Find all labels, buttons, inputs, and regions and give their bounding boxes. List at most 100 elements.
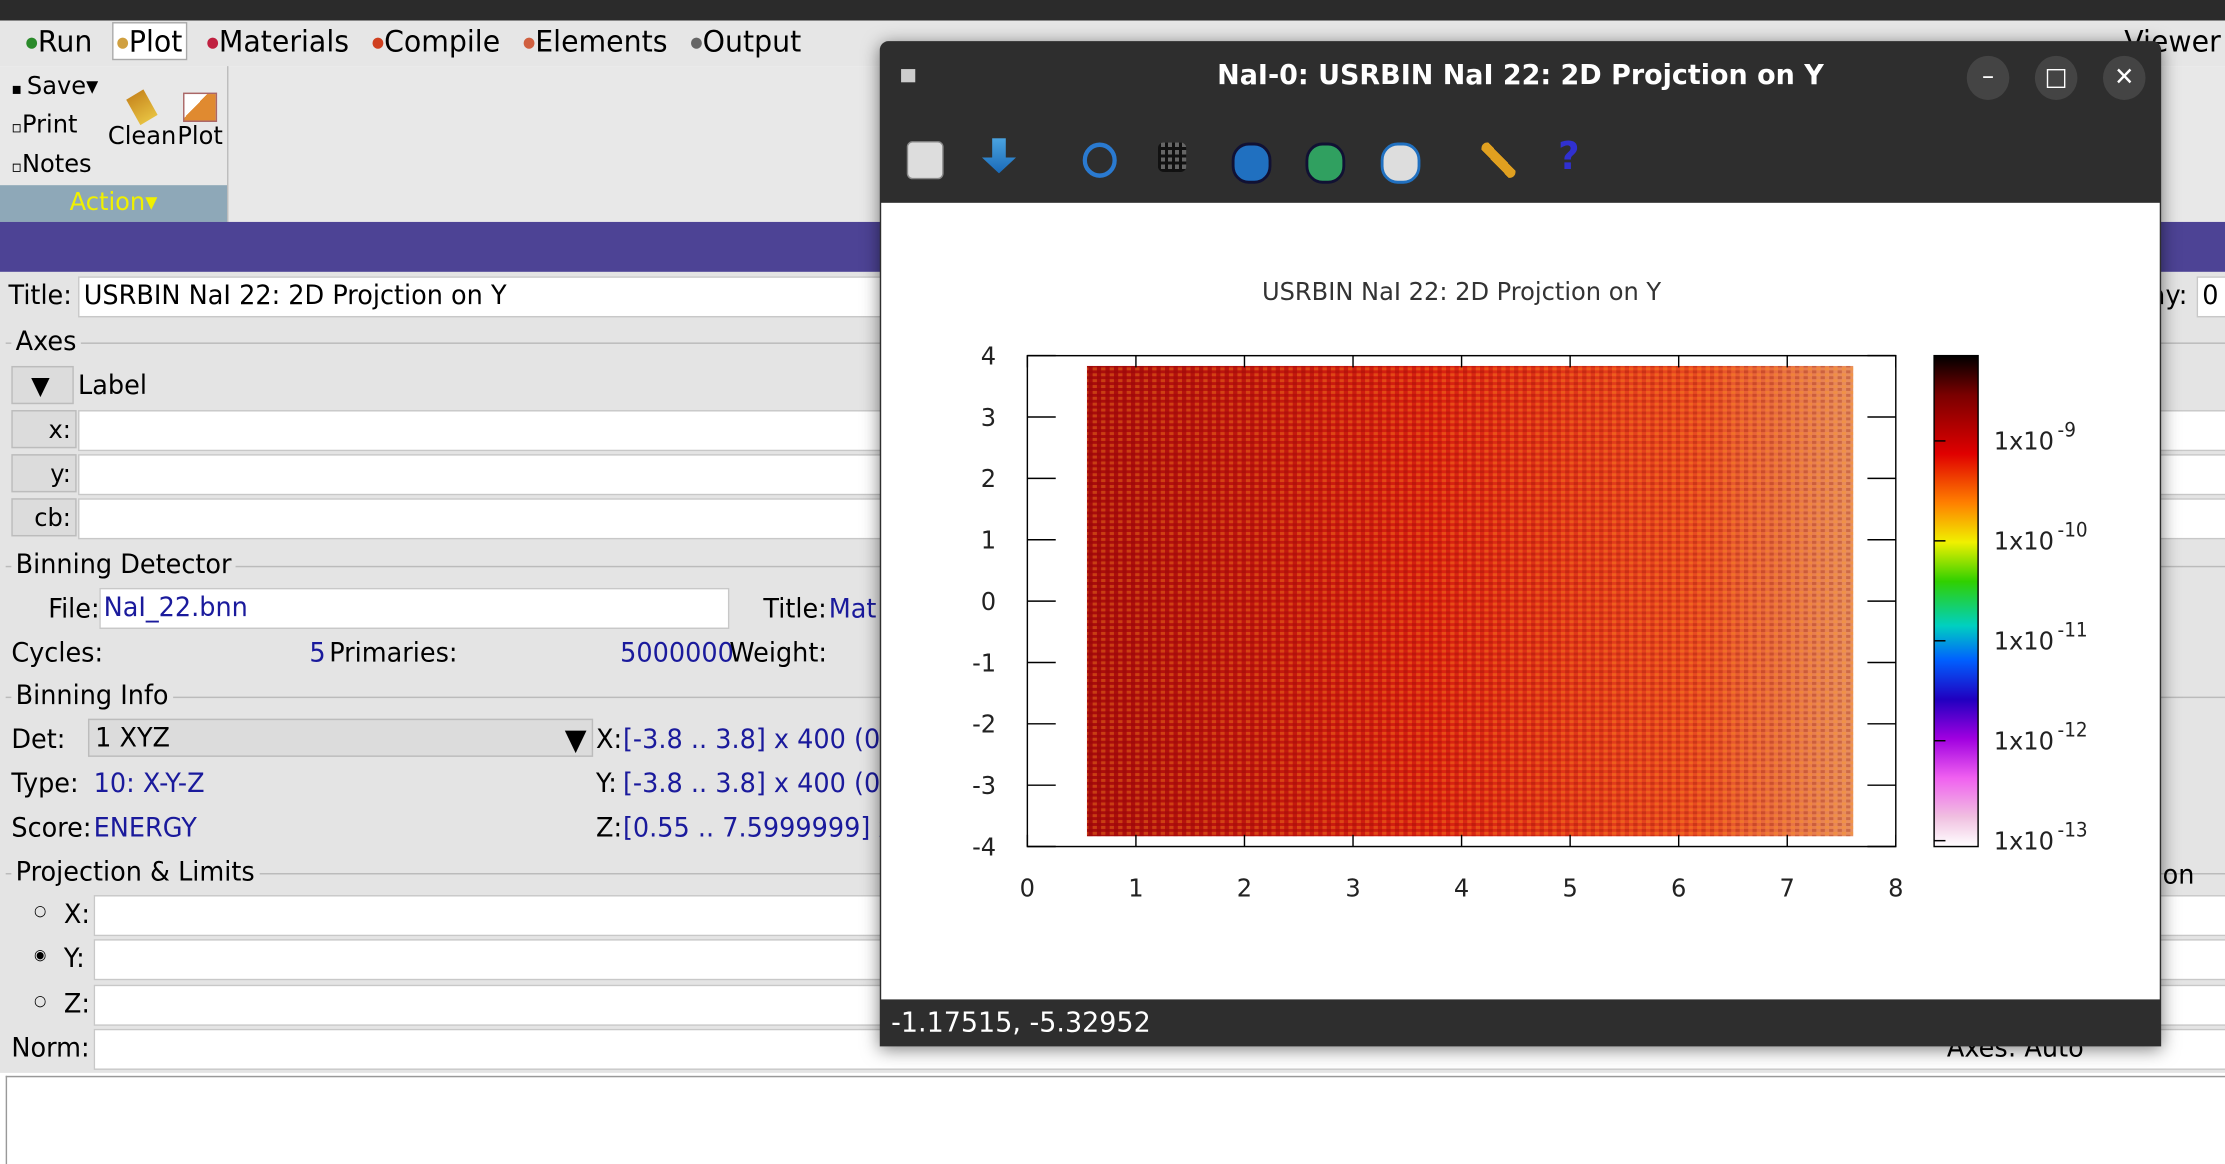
save-label: Save — [26, 72, 87, 102]
notes-area[interactable] — [5, 1075, 2225, 1164]
autoscale-icon[interactable] — [1380, 142, 1421, 184]
det-title-value: Mat — [828, 593, 877, 625]
grid-icon[interactable] — [1157, 142, 1187, 172]
menu-items: ●Run ●Plot ●Materials ●Compile ●Elements ●Out… — [23, 22, 821, 61]
print-label: Print — [21, 110, 78, 140]
plot-button[interactable]: Plot — [177, 92, 223, 152]
zoom-next-icon[interactable] — [1305, 142, 1346, 184]
y-tick-label: -2 — [972, 709, 996, 739]
y-tick-label: 3 — [981, 402, 996, 432]
collapse-toggle[interactable]: ▼ — [11, 365, 74, 405]
radio-z[interactable]: ○ — [34, 993, 47, 1010]
type-value: 10: X-Y-Z — [93, 768, 205, 800]
notes-button[interactable]: ▫Notes — [11, 149, 92, 180]
top-bar — [0, 0, 2225, 21]
plot-label: Plot — [177, 121, 223, 152]
menu-label: Elements — [535, 23, 668, 59]
proj-z-label: Z: — [63, 989, 90, 1020]
x-tick-label: 2 — [1237, 873, 1252, 903]
title-label: Title: — [8, 280, 72, 312]
x-tick-label: 8 — [1888, 873, 1903, 903]
menu-item[interactable]: ●Run — [23, 24, 96, 59]
plot-title: USRBIN NaI 22: 2D Projction on Y — [1262, 276, 1662, 306]
dropdown-arrow[interactable]: ▼ — [564, 721, 587, 757]
y-tick-label: 0 — [981, 587, 996, 617]
menu-item[interactable]: ●Materials — [204, 24, 352, 59]
y-tick-label: 1 — [981, 525, 996, 555]
menu-icon: ● — [116, 35, 129, 52]
zoom-prev-icon[interactable] — [1231, 142, 1272, 184]
menu-item[interactable]: ●Compile — [369, 24, 503, 59]
colorbar-label: 1x10 — [1994, 426, 2054, 456]
x-tick-label: 3 — [1345, 873, 1360, 903]
axis-cb-label: cb: — [11, 498, 77, 537]
y-range-value: [-3.8 .. 3.8] x 400 (0.0 — [622, 768, 905, 800]
section-header: Binning Detector — [11, 549, 236, 581]
save-button[interactable]: ▪ Save▾ — [11, 72, 99, 102]
minimize-button[interactable]: – — [1966, 55, 2010, 100]
y-tick-label: -4 — [972, 832, 996, 862]
primaries-value: 5000000 — [620, 637, 734, 669]
y-range-label: Y: — [595, 768, 617, 800]
file-input[interactable]: NaI_22.bnn — [99, 587, 730, 630]
menu-label: Compile — [384, 23, 501, 59]
proj-x-label: X: — [63, 899, 90, 931]
window-title: NaI-0: USRBIN NaI 22: 2D Projction on Y — [1217, 58, 1824, 92]
save-icon[interactable] — [981, 138, 1017, 174]
colorbar-label: 1x10 — [1994, 726, 2054, 756]
menu-item[interactable]: ●Elements — [520, 24, 670, 59]
config-icon[interactable] — [1481, 142, 1516, 178]
file-label: File: — [48, 593, 100, 625]
menu-icon: ● — [25, 35, 38, 52]
clean-button[interactable]: Clean — [108, 89, 176, 151]
notes-label: Notes — [21, 149, 92, 180]
section-header: Projection & Limits — [11, 856, 259, 888]
maximize-button[interactable]: □ — [2034, 55, 2078, 100]
help-icon[interactable]: ? — [1558, 135, 1580, 180]
det-select[interactable]: 1 XYZ — [87, 718, 594, 757]
z-range-label: Z: — [595, 812, 623, 844]
score-label: Score: — [11, 812, 92, 844]
print-button[interactable]: ▫Print — [11, 110, 78, 140]
radio-x[interactable]: ○ — [34, 903, 47, 921]
x-tick-label: 4 — [1454, 873, 1469, 903]
separator — [227, 66, 229, 222]
det-title-label: Title: — [763, 593, 827, 625]
colorbar-exponent: -10 — [2058, 520, 2088, 541]
colorbar-exponent: -11 — [2058, 620, 2088, 641]
cycles-value: 5 — [309, 637, 326, 669]
y-tick-label: 2 — [981, 464, 996, 494]
y-tick-label: -1 — [972, 648, 996, 678]
score-value: ENERGY — [93, 812, 197, 844]
group-label: Action — [69, 188, 146, 218]
radio-y[interactable]: ◉ — [34, 947, 47, 965]
axis-y-label: y: — [11, 454, 77, 493]
heatmap-texture — [1086, 365, 1854, 837]
x-tick-label: 0 — [1020, 873, 1035, 903]
det-label: Det: — [11, 724, 66, 756]
copy-icon[interactable] — [906, 141, 944, 180]
menu-item[interactable]: ●Output — [687, 24, 804, 59]
colorbar-label: 1x10 — [1994, 826, 2054, 856]
x-tick-label: 6 — [1671, 873, 1686, 903]
right-input[interactable]: 0 — [2196, 276, 2225, 318]
menu-icon: ● — [206, 35, 219, 52]
proj-y-label: Y: — [63, 943, 85, 975]
colorbar-label: 1x10 — [1994, 526, 2054, 556]
z-range-value: [0.55 .. 7.5999999] x — [622, 812, 894, 844]
colorbar — [1933, 354, 1979, 848]
menu-item[interactable]: ●Plot — [112, 22, 187, 61]
close-button[interactable]: ✕ — [2102, 55, 2146, 100]
x-range-value: [-3.8 .. 3.8] x 400 (0.0 — [622, 724, 905, 756]
menu-icon: ● — [690, 35, 703, 52]
replot-icon[interactable] — [1082, 142, 1117, 178]
menu-icon: ● — [371, 35, 385, 52]
weight-label: Weight: — [729, 637, 827, 669]
x-tick-label: 5 — [1562, 873, 1577, 903]
x-tick-label: 1 — [1128, 873, 1143, 903]
colorbar-label: 1x10 — [1994, 626, 2054, 656]
plot-svg: USRBIN NaI 22: 2D Projction on Y 0 1 2 3 4 5 6… — [972, 276, 2088, 903]
y-tick-label: 4 — [981, 341, 996, 371]
